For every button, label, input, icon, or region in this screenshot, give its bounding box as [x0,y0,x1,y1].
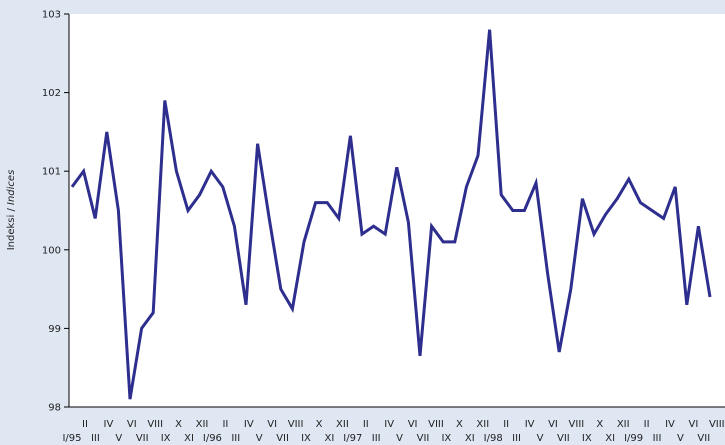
plot-area [69,14,725,407]
x-tick-label-upper: VI [408,419,418,430]
x-tick-label-upper: XII [196,419,209,430]
x-tick-label-upper: X [175,419,182,430]
x-tick-label-lower: IX [441,433,451,444]
y-tick-label: 101 [42,167,61,178]
x-tick-label-upper: IV [104,419,114,430]
x-tick-label-upper: II [82,419,88,430]
x-tick-label-lower: III [372,433,381,444]
x-tick-label-lower: V [537,433,544,444]
x-tick-label-lower: I/95 [62,433,81,444]
y-tick-label: 99 [48,324,61,335]
x-tick-label-lower: III [512,433,521,444]
y-tick-label: 100 [42,245,61,256]
x-tick-label-lower: VII [276,433,289,444]
x-tick-label-lower: VII [136,433,149,444]
x-tick-label-upper: IV [384,419,394,430]
x-tick-label-lower: XI [324,433,334,444]
x-tick-label-lower: III [653,433,662,444]
y-tick-label: 98 [48,403,61,414]
x-tick-label-upper: VI [127,419,137,430]
y-tick-label: 102 [42,88,61,99]
x-tick-label-lower: III [91,433,100,444]
x-tick-label-upper: II [222,419,228,430]
x-tick-label-lower: V [256,433,263,444]
x-tick-label-upper: VI [689,419,699,430]
x-tick-label-lower: I/96 [203,433,222,444]
x-tick-label-upper: VI [267,419,277,430]
x-tick-label-upper: VIII [428,419,444,430]
x-tick-label-upper: IV [244,419,254,430]
x-tick-label-lower: VII [417,433,430,444]
x-tick-label-lower: XI [465,433,475,444]
x-tick-label-lower: I/97 [343,433,362,444]
x-tick-label-upper: II [644,419,650,430]
x-tick-label-upper: X [596,419,603,430]
x-tick-label-upper: VIII [709,419,725,430]
x-tick-label-upper: X [456,419,463,430]
x-tick-label-lower: V [396,433,403,444]
x-tick-label-upper: XII [476,419,489,430]
series-line [70,29,712,400]
x-tick-label-upper: XII [336,419,349,430]
y-axis-label: Indeksi / Indices [6,170,17,251]
x-tick-label-upper: VIII [288,419,304,430]
x-tick-label-lower: IX [582,433,592,444]
x-tick-label-lower: XI [605,433,615,444]
x-tick-label-upper: IV [525,419,535,430]
x-tick-label-upper: II [503,419,509,430]
x-tick-label-lower: V [677,433,684,444]
x-tick-label-upper: VIII [569,419,585,430]
y-tick-label: 103 [42,10,61,21]
x-tick-label-upper: X [316,419,323,430]
x-tick-label-lower: I/98 [484,433,503,444]
x-tick-label-lower: IX [161,433,171,444]
y-axis-ticks: 98 99 100 101 102 103 [42,10,69,414]
x-axis-ticks: II IV VI VIII X XII II IV VI VIII X XII II IV VI VIII X X… [62,419,724,444]
x-tick-label-upper: II [363,419,369,430]
x-tick-label-lower: III [231,433,240,444]
x-tick-label-lower: IX [301,433,311,444]
x-tick-label-upper: IV [665,419,675,430]
x-tick-label-upper: XII [617,419,630,430]
x-tick-label-lower: VII [557,433,570,444]
x-tick-label-lower: V [115,433,122,444]
x-tick-label-lower: VII [697,433,710,444]
x-tick-label-upper: VI [548,419,558,430]
x-tick-label-upper: VIII [147,419,163,430]
x-tick-label-lower: XI [184,433,194,444]
x-tick-label-lower: I/99 [624,433,643,444]
